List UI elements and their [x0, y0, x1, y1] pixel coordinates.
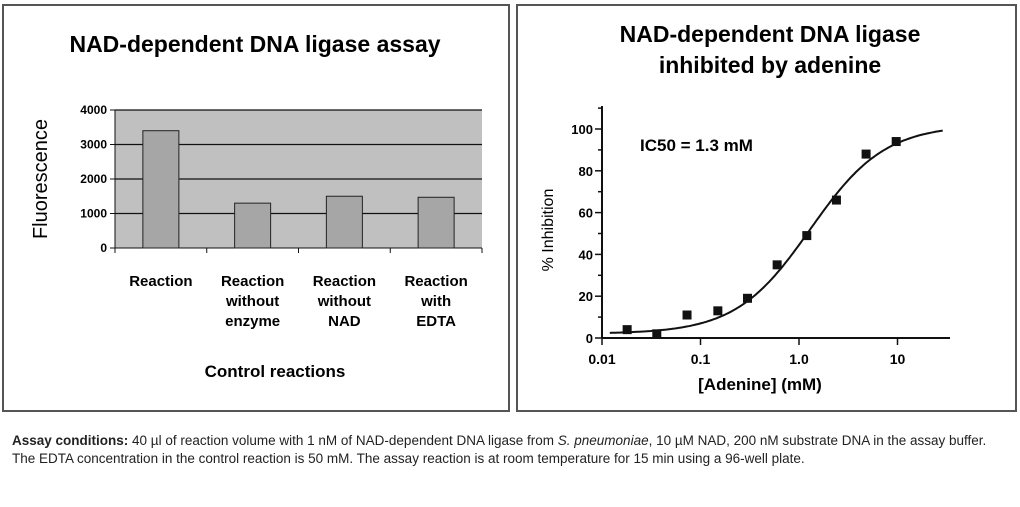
category-label: without	[317, 293, 371, 310]
data-point	[713, 306, 723, 316]
category-label: Reaction	[404, 273, 467, 290]
category-label: Reaction	[313, 273, 376, 290]
y-tick-label: 40	[579, 247, 593, 262]
y-tick-label: 2000	[80, 172, 107, 186]
data-point	[861, 149, 871, 159]
x-tick-label: 10	[890, 351, 906, 367]
category-label: EDTA	[416, 313, 456, 330]
data-point	[622, 325, 632, 335]
y-tick-label: 1000	[80, 207, 107, 221]
y-tick-label: 4000	[80, 103, 107, 117]
category-label: NAD	[328, 313, 361, 330]
data-point	[682, 310, 692, 320]
y-tick-label: 20	[579, 289, 593, 304]
y-tick-label: 60	[579, 206, 593, 221]
caption-lead: Assay conditions:	[12, 433, 129, 448]
y-tick-label: 3000	[80, 138, 107, 152]
category-label: Reaction	[129, 273, 192, 290]
data-point	[831, 195, 841, 205]
y-tick-label: 80	[579, 164, 593, 179]
y-tick-label: 0	[100, 241, 107, 255]
fit-curve	[609, 129, 943, 334]
y-tick-label: 0	[586, 331, 593, 346]
charts-svg: NAD-dependent DNA ligase assay0100020003…	[30, 21, 950, 394]
scatter-title: NAD-dependent DNA ligase	[620, 21, 921, 47]
category-label: enzyme	[225, 313, 280, 330]
category-label: without	[225, 293, 279, 310]
x-tick-label: 0.1	[691, 351, 711, 367]
scatter-title: inhibited by adenine	[659, 52, 881, 78]
ic50-annotation: IC50 = 1.3 mM	[640, 136, 753, 155]
data-point	[772, 260, 782, 270]
caption-text-2: , 10 µM NAD, 200 nM substrate DNA in the…	[12, 433, 987, 466]
x-axis-label: [Adenine] (mM)	[698, 375, 822, 394]
category-label: Reaction	[221, 273, 284, 290]
caption-text-1: 40 µl of reaction volume with 1 nM of NA…	[128, 433, 558, 448]
data-point	[742, 293, 752, 303]
y-tick-label: 100	[571, 122, 593, 137]
data-point	[652, 329, 662, 339]
x-tick-label: 0.01	[588, 351, 615, 367]
x-tick-label: 1.0	[789, 351, 809, 367]
bar-chart-title: NAD-dependent DNA ligase assay	[69, 31, 440, 57]
caption-species: S. pneumoniae	[557, 433, 649, 448]
bar	[325, 195, 363, 249]
x-axis-label: Control reactions	[205, 362, 346, 381]
bar	[417, 196, 455, 249]
inhibition-chart-panel	[516, 4, 1017, 412]
caption: Assay conditions: 40 µl of reaction volu…	[12, 432, 1012, 468]
y-axis-label: Fluorescence	[30, 119, 52, 239]
bar	[142, 130, 180, 249]
y-axis-label: % Inhibition	[540, 189, 557, 272]
category-label: with	[420, 293, 451, 310]
bar	[234, 202, 272, 249]
data-point	[891, 137, 901, 147]
data-point	[802, 231, 812, 241]
